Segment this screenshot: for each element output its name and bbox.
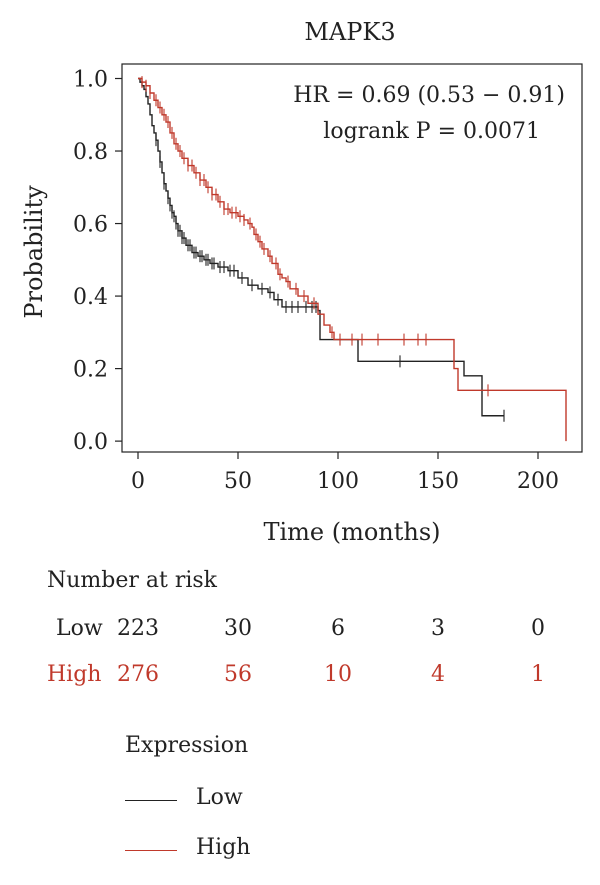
survival-curves	[138, 76, 567, 442]
risk-count: 276	[117, 662, 159, 687]
risk-row-label-high: High	[47, 662, 102, 687]
km-chart: MAPK3 0.0 0.2 0.4 0.6 0.8 1.0 0 50 100 150 200 HR…	[20, 18, 583, 546]
plot-frame	[121, 63, 583, 453]
risk-count: 1	[531, 662, 545, 687]
y-tick-label: 0.8	[73, 140, 108, 165]
risk-count: 10	[324, 662, 352, 687]
y-axis: 0.0 0.2 0.4 0.6 0.8 1.0	[73, 68, 122, 455]
legend-label-low: Low	[196, 785, 243, 810]
hazard-ratio-annotation: HR = 0.69 (0.53 − 0.91)	[293, 83, 565, 108]
x-axis: 0 50 100 150 200	[131, 452, 559, 494]
risk-count: 3	[431, 616, 445, 641]
risk-table-title: Number at risk	[47, 568, 218, 593]
risk-count: 56	[224, 662, 252, 687]
risk-row-label-low: Low	[56, 616, 103, 641]
risk-count: 0	[531, 616, 545, 641]
legend-swatch-high	[125, 850, 177, 851]
y-tick-label: 0.2	[73, 358, 108, 383]
x-tick-label: 50	[224, 469, 252, 494]
x-tick-label: 100	[317, 469, 359, 494]
risk-count: 4	[431, 662, 445, 687]
y-tick-label: 0.0	[73, 430, 108, 455]
logrank-annotation: logrank P = 0.0071	[323, 119, 540, 144]
y-tick-label: 0.6	[73, 213, 108, 238]
y-axis-label: Probability	[20, 185, 48, 319]
legend-label-high: High	[196, 835, 251, 860]
risk-count: 223	[117, 616, 159, 641]
y-tick-label: 0.4	[73, 285, 108, 310]
legend-title: Expression	[125, 733, 249, 758]
x-axis-label: Time (months)	[263, 518, 440, 546]
y-tick-label: 1.0	[73, 68, 108, 93]
x-tick-label: 0	[131, 469, 145, 494]
x-tick-label: 200	[517, 469, 559, 494]
legend-swatch-low	[125, 800, 177, 801]
risk-count: 30	[224, 616, 252, 641]
x-tick-label: 150	[417, 469, 459, 494]
risk-count: 6	[331, 616, 345, 641]
chart-title: MAPK3	[304, 18, 395, 46]
